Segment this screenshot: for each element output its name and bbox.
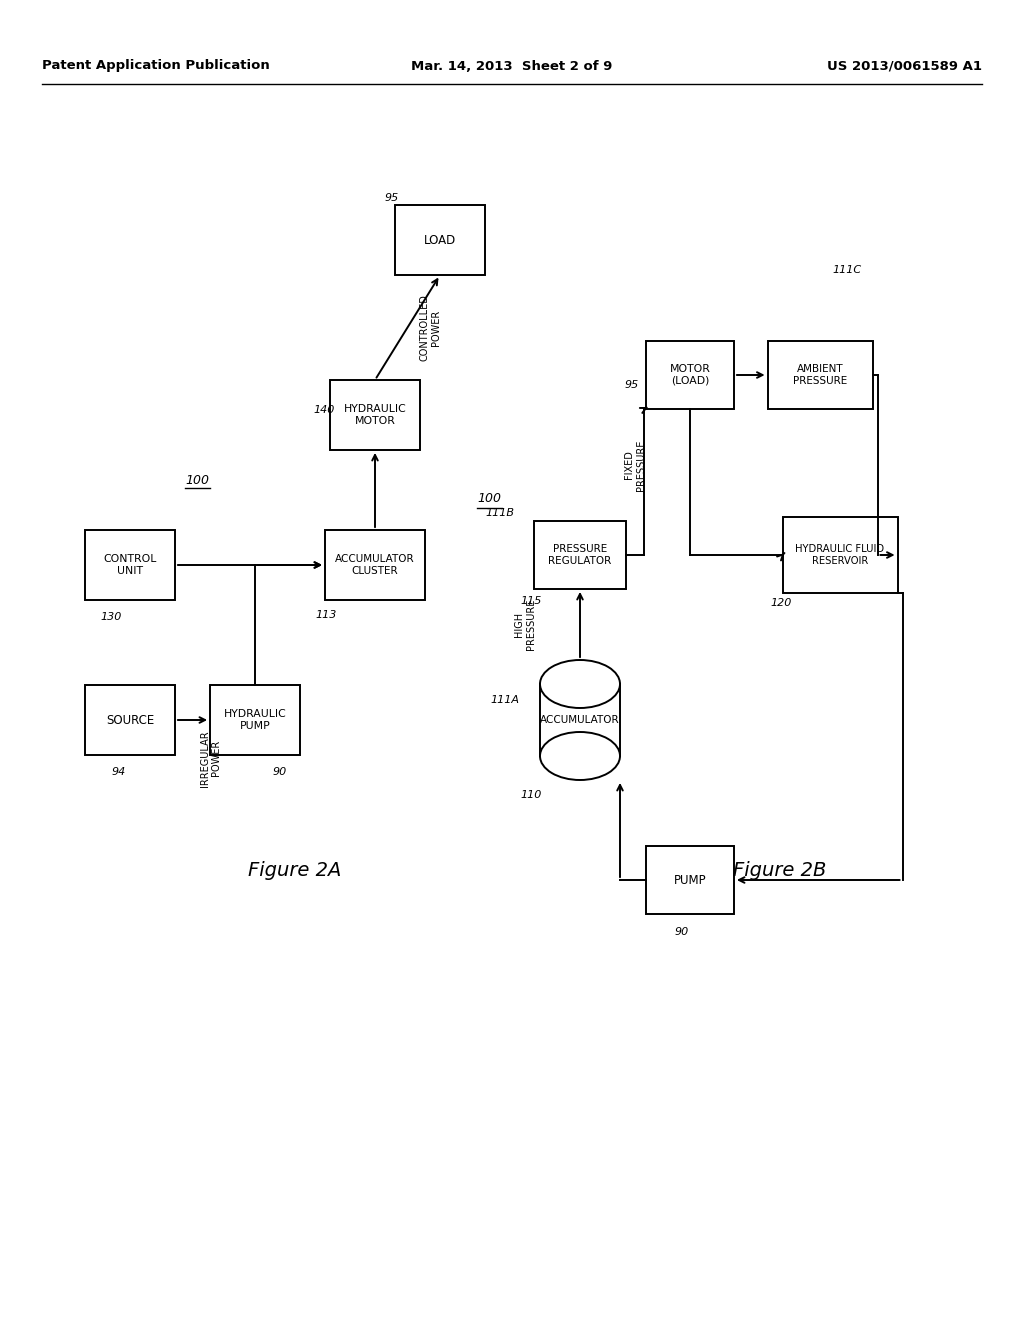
Text: CONTROLLED
POWER: CONTROLLED POWER [419, 294, 440, 360]
Text: IRREGULAR
POWER: IRREGULAR POWER [200, 730, 221, 787]
Bar [534, 521, 626, 589]
Text: 113: 113 [315, 610, 336, 620]
Text: HIGH
PRESSURE: HIGH PRESSURE [514, 599, 536, 651]
Text: HYDRAULIC FLUID
RESERVOIR: HYDRAULIC FLUID RESERVOIR [796, 544, 885, 566]
Text: ACCUMULATOR
CLUSTER: ACCUMULATOR CLUSTER [335, 554, 415, 576]
Text: 110: 110 [520, 789, 542, 800]
Text: 111A: 111A [490, 696, 519, 705]
Text: CONTROL
UNIT: CONTROL UNIT [103, 554, 157, 576]
Text: SOURCE: SOURCE [105, 714, 155, 726]
Bar [768, 341, 872, 409]
Bar [646, 341, 734, 409]
Text: 115: 115 [520, 597, 542, 606]
Text: 90: 90 [273, 767, 288, 777]
Text: ACCUMULATOR: ACCUMULATOR [541, 715, 620, 725]
Text: 130: 130 [100, 612, 122, 622]
Text: Patent Application Publication: Patent Application Publication [42, 59, 269, 73]
Text: PUMP: PUMP [674, 874, 707, 887]
Text: PRESSURE
REGULATOR: PRESSURE REGULATOR [549, 544, 611, 566]
Text: LOAD: LOAD [424, 234, 456, 247]
Text: 111B: 111B [485, 508, 514, 517]
Text: 95: 95 [625, 380, 639, 389]
Text: 94: 94 [112, 767, 126, 777]
Text: HYDRAULIC
MOTOR: HYDRAULIC MOTOR [344, 404, 407, 426]
Text: Figure 2A: Figure 2A [248, 861, 342, 879]
Text: 140: 140 [313, 405, 335, 414]
Bar [782, 517, 897, 593]
Bar [395, 205, 485, 275]
Text: 111C: 111C [831, 265, 861, 275]
Bar [85, 685, 175, 755]
Text: US 2013/0061589 A1: US 2013/0061589 A1 [827, 59, 982, 73]
Text: Figure 2B: Figure 2B [733, 861, 826, 879]
Text: MOTOR
(LOAD): MOTOR (LOAD) [670, 364, 711, 385]
Text: 100: 100 [477, 491, 501, 504]
Bar [540, 684, 620, 756]
Bar [330, 380, 420, 450]
Ellipse shape [540, 660, 620, 708]
Bar [210, 685, 300, 755]
Text: Mar. 14, 2013  Sheet 2 of 9: Mar. 14, 2013 Sheet 2 of 9 [412, 59, 612, 73]
Text: 120: 120 [770, 598, 792, 609]
Bar [325, 531, 425, 601]
Ellipse shape [540, 733, 620, 780]
Bar [646, 846, 734, 913]
Text: AMBIENT
PRESSURE: AMBIENT PRESSURE [793, 364, 847, 385]
Text: 90: 90 [675, 927, 689, 937]
Bar [85, 531, 175, 601]
Text: 95: 95 [385, 193, 399, 203]
Text: HYDRAULIC
PUMP: HYDRAULIC PUMP [223, 709, 287, 731]
Text: FIXED
PRESSURE: FIXED PRESSURE [625, 440, 646, 491]
Text: 100: 100 [185, 474, 209, 487]
